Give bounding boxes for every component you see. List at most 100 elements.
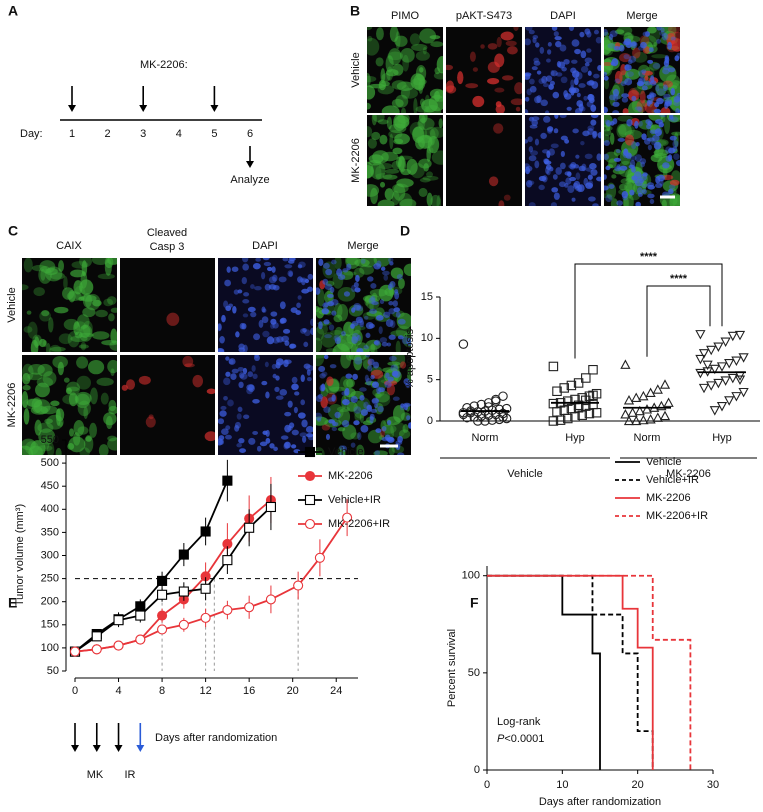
- cell: [395, 340, 401, 352]
- day-label: Day:: [20, 128, 43, 140]
- cell: [337, 274, 346, 280]
- cell: [316, 355, 327, 359]
- cell: [564, 171, 572, 176]
- cell: [574, 77, 579, 86]
- cell: [593, 29, 599, 35]
- data-point: [638, 390, 649, 401]
- cell: [331, 394, 336, 402]
- panel-label: B: [350, 3, 360, 19]
- cell: [415, 105, 431, 113]
- cell: [63, 276, 68, 290]
- cell: [360, 258, 366, 264]
- data-point: [577, 410, 587, 420]
- cell: [85, 436, 92, 442]
- cell: [26, 398, 43, 408]
- cell: [373, 450, 388, 455]
- cell: [331, 259, 337, 265]
- cell: [279, 318, 285, 324]
- legend-label: MK-2206+IR: [646, 510, 708, 522]
- cell: [367, 358, 375, 366]
- cell: [636, 187, 643, 195]
- cell: [48, 317, 54, 333]
- cell: [367, 37, 380, 56]
- data-point: [555, 415, 566, 425]
- cell: [494, 53, 505, 68]
- cell: [57, 361, 64, 376]
- cell: [604, 129, 612, 136]
- cell: [639, 158, 647, 165]
- data-point: [716, 362, 728, 372]
- cell: [254, 285, 262, 291]
- cell: [396, 81, 414, 92]
- cell: [254, 355, 259, 359]
- cell: [596, 153, 601, 161]
- data-point: [69, 646, 81, 657]
- data-point: [738, 387, 749, 398]
- day: 4: [176, 128, 182, 140]
- data-point: [552, 386, 562, 396]
- cell: [284, 411, 292, 417]
- cell: [323, 355, 329, 360]
- cell: [379, 299, 385, 305]
- dose-arrow: [139, 86, 148, 112]
- cell: [282, 328, 291, 334]
- cell: [388, 301, 394, 306]
- cell: [612, 101, 620, 107]
- cell: [540, 99, 548, 107]
- cell: [331, 310, 337, 316]
- cell: [76, 356, 89, 369]
- cell: [387, 283, 393, 291]
- series-line: [74, 517, 348, 653]
- y-tick-label: 15: [421, 291, 433, 303]
- data-point: [734, 375, 746, 386]
- treatment-label: IR: [125, 769, 136, 781]
- data-point: [200, 612, 211, 623]
- cell: [530, 150, 539, 156]
- cell: [253, 333, 261, 341]
- cell: [531, 116, 540, 121]
- cell: [558, 181, 566, 188]
- cell: [323, 406, 331, 413]
- data-point: [584, 408, 595, 419]
- data-point: [709, 406, 720, 416]
- cell: [228, 358, 236, 365]
- cell: [55, 408, 65, 422]
- cell: [655, 84, 660, 92]
- cell: [279, 388, 288, 396]
- cell: [58, 333, 73, 345]
- cell: [636, 80, 645, 87]
- cell: [367, 365, 373, 372]
- data-point: [720, 337, 731, 347]
- cell: [673, 95, 680, 103]
- cell: [607, 43, 616, 49]
- data-point: [480, 416, 490, 426]
- cell: [375, 57, 384, 67]
- cell: [667, 41, 672, 50]
- cell: [192, 374, 203, 388]
- cell: [574, 48, 581, 55]
- cell: [258, 319, 264, 328]
- data-point: [222, 555, 233, 566]
- data-point: [200, 526, 211, 537]
- series-line: [74, 506, 272, 653]
- cell: [80, 294, 97, 302]
- cell: [291, 383, 299, 391]
- cell: [525, 109, 529, 113]
- cell: [659, 30, 666, 37]
- cell: [541, 75, 548, 84]
- cell: [318, 365, 326, 373]
- cell: [350, 323, 355, 329]
- cell: [375, 428, 382, 434]
- cell: [576, 92, 581, 98]
- cell: [626, 118, 633, 127]
- cell: [659, 115, 667, 118]
- cell: [39, 310, 52, 322]
- cell: [422, 175, 439, 181]
- data-point: [631, 415, 642, 426]
- cell: [670, 87, 676, 96]
- cell: [235, 331, 240, 338]
- data-point: [498, 412, 508, 422]
- cell: [402, 54, 410, 72]
- cell: [544, 160, 552, 165]
- cell: [584, 62, 590, 67]
